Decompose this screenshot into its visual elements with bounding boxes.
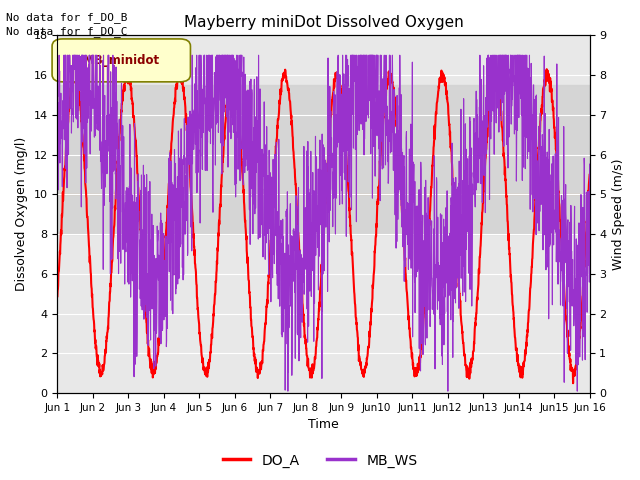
DO_A — [54, 293, 61, 299]
MB_WS — [539, 247, 547, 252]
MB_WS — [479, 200, 486, 205]
DO_A — [539, 94, 547, 100]
MB_WS — [284, 388, 292, 394]
DO_A — [339, 110, 347, 116]
MB_WS — [554, 260, 562, 265]
DO_A — [586, 172, 593, 178]
DO_A — [478, 210, 486, 216]
Text: No data for f_DO_B: No data for f_DO_B — [6, 12, 128, 23]
Text: MB_minidot: MB_minidot — [83, 54, 160, 67]
MB_WS — [339, 135, 347, 141]
DO_A — [554, 169, 561, 175]
Text: No data for f_DO_C: No data for f_DO_C — [6, 26, 128, 37]
MB_WS — [55, 52, 63, 58]
DO_A — [202, 368, 210, 373]
MB_WS — [351, 52, 358, 58]
Y-axis label: Wind Speed (m/s): Wind Speed (m/s) — [612, 158, 625, 270]
DO_A — [569, 380, 577, 386]
X-axis label: Time: Time — [308, 419, 339, 432]
Line: MB_WS: MB_WS — [58, 55, 589, 391]
MB_WS — [586, 161, 593, 167]
Line: DO_A: DO_A — [58, 68, 589, 383]
MB_WS — [54, 112, 61, 118]
Legend: DO_A, MB_WS: DO_A, MB_WS — [217, 448, 423, 473]
DO_A — [176, 65, 184, 71]
Y-axis label: Dissolved Oxygen (mg/l): Dissolved Oxygen (mg/l) — [15, 137, 28, 291]
MB_WS — [202, 160, 210, 166]
FancyBboxPatch shape — [52, 39, 191, 82]
DO_A — [351, 291, 358, 297]
Bar — [58, 85, 589, 234]
Title: Mayberry miniDot Dissolved Oxygen: Mayberry miniDot Dissolved Oxygen — [184, 15, 463, 30]
